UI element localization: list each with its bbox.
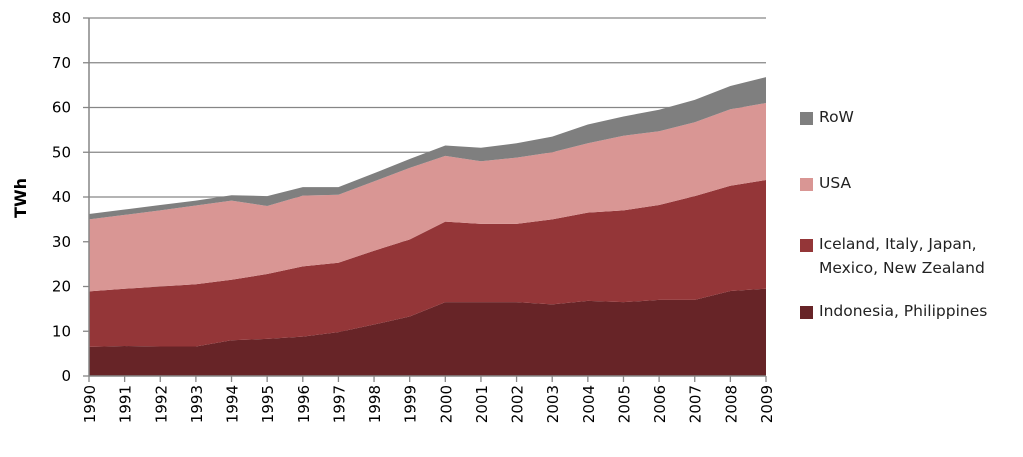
x-tick-label: 1996	[295, 385, 313, 423]
y-tick-label: 80	[52, 9, 71, 27]
x-tick-labels: 1990 1991 1992 1993 1994 1995 1996 1997 1998 1999…	[81, 385, 776, 423]
x-tick-label: 1991	[117, 385, 135, 423]
y-tick-label: 10	[52, 322, 71, 340]
x-tick-label: 1997	[330, 385, 348, 423]
y-tick-label: 30	[52, 233, 71, 251]
legend-swatch	[800, 306, 813, 319]
legend-label: Indonesia, Philippines	[819, 302, 988, 320]
y-tick-label: 0	[61, 367, 71, 385]
legend-swatch	[800, 239, 813, 252]
x-tick-label: 2006	[651, 385, 669, 423]
y-tick-label: 50	[52, 143, 71, 161]
legend-label: Iceland, Italy, Japan, Mexico, New Zealan…	[819, 235, 985, 277]
stacked-areas	[89, 77, 766, 376]
x-tick-label: 2004	[580, 385, 598, 423]
x-tick-label: 1999	[402, 385, 420, 423]
legend-label: RoW	[819, 108, 854, 126]
x-tick-label: 1990	[81, 385, 99, 423]
x-tick-label: 2003	[544, 385, 562, 423]
area-series	[89, 288, 766, 376]
axes	[83, 17, 767, 382]
x-tick-label: 2002	[509, 385, 527, 423]
x-tick-label: 2001	[473, 385, 491, 423]
x-tick-label: 2005	[615, 385, 633, 423]
y-tick-label: 60	[52, 99, 71, 117]
x-tick-label: 1994	[224, 385, 242, 423]
legend-item: Indonesia, Philippines	[800, 302, 987, 323]
y-tick-labels: 0 10 20 30 40 50 60 70 80	[52, 9, 71, 385]
y-tick-label: 20	[52, 278, 71, 296]
x-tick-label: 2009	[758, 385, 776, 423]
x-tick-label: 2008	[722, 385, 740, 423]
legend-item: Iceland, Italy, Japan, Mexico, New Zealan…	[800, 235, 985, 280]
x-tick-label: 1998	[366, 385, 384, 423]
x-tick-label: 1993	[188, 385, 206, 423]
legend-label: USA	[819, 174, 852, 192]
area-series	[89, 103, 766, 292]
x-tick-label: 1995	[259, 385, 277, 423]
y-axis-label: TWh	[11, 178, 30, 218]
legend-item: USA	[800, 174, 851, 195]
area-series	[89, 180, 766, 347]
x-tick-label: 2007	[687, 385, 705, 423]
x-tick-label: 2000	[437, 385, 455, 423]
y-tick-label: 40	[52, 188, 71, 206]
x-tick-label: 1992	[152, 385, 170, 423]
legend-swatch	[800, 178, 813, 191]
y-tick-label: 70	[52, 54, 71, 72]
legend-swatch	[800, 112, 813, 125]
legend-item: RoW	[800, 108, 854, 129]
